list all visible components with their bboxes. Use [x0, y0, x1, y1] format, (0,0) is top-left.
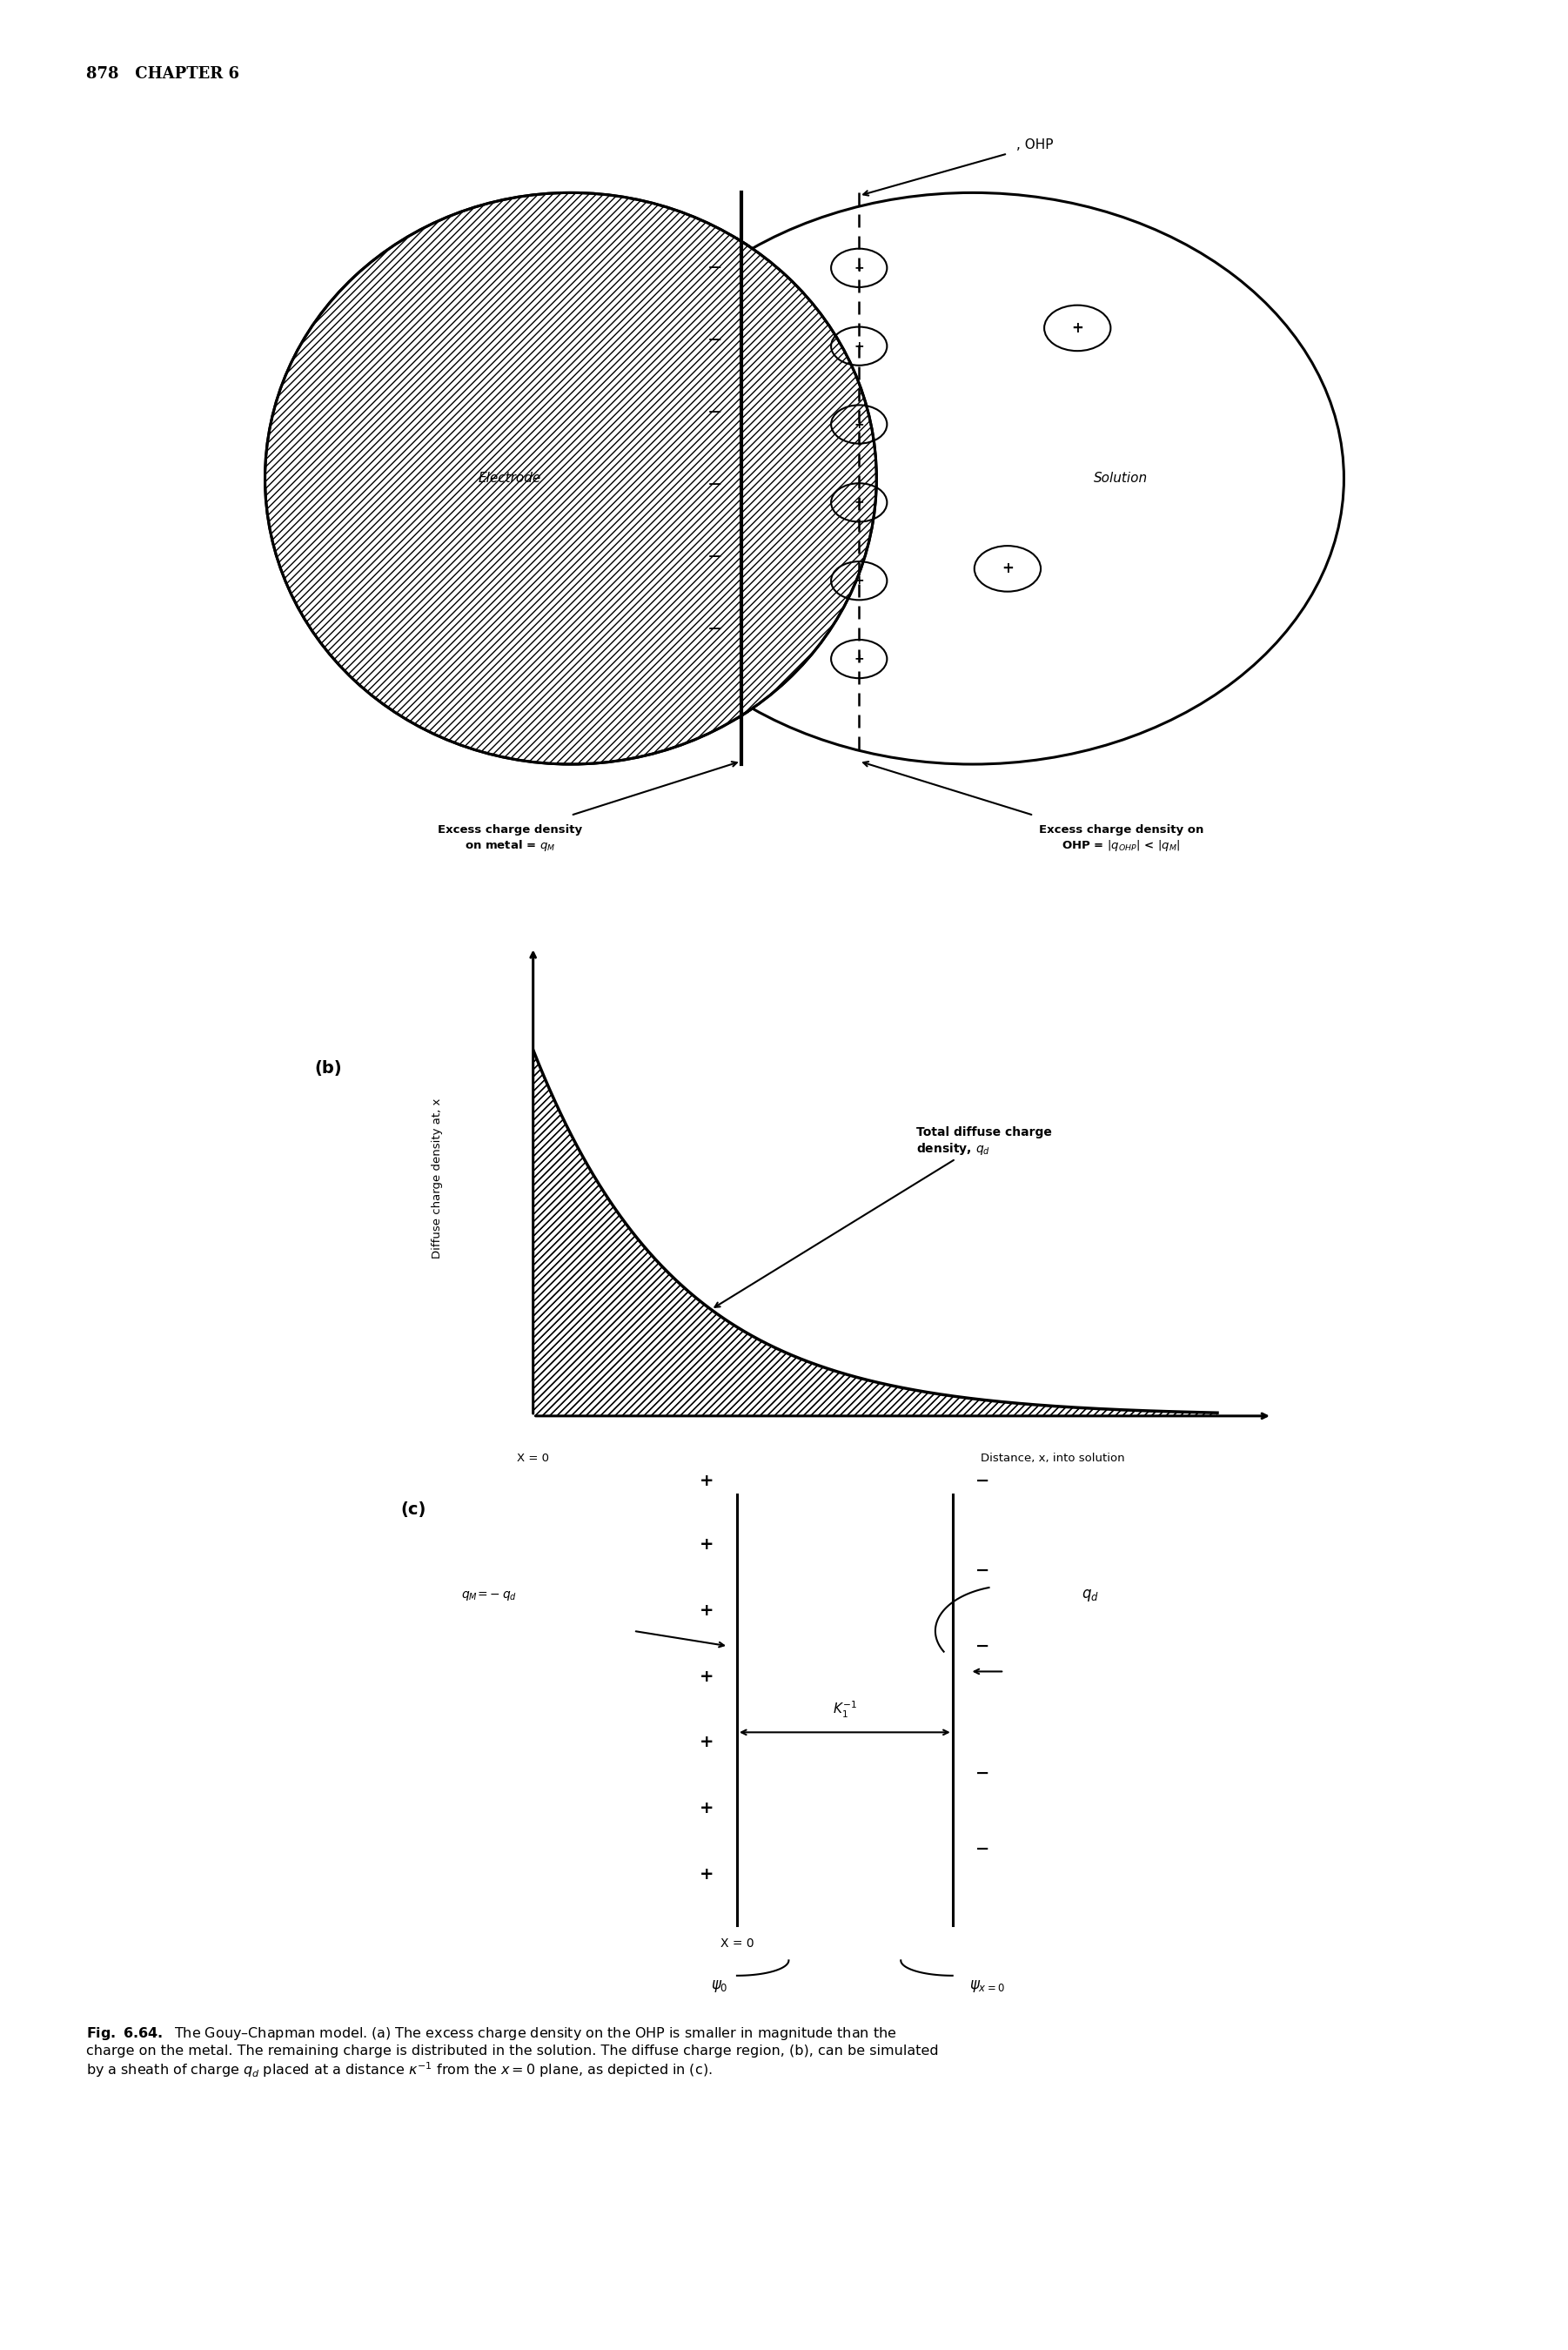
Text: 878   CHAPTER 6: 878 CHAPTER 6	[86, 66, 240, 82]
Text: $q_M\!=\!-q_d$: $q_M\!=\!-q_d$	[461, 1589, 517, 1603]
Text: −: −	[707, 548, 723, 566]
Text: Excess charge density
on metal = $q_M$: Excess charge density on metal = $q_M$	[437, 825, 582, 853]
Ellipse shape	[265, 193, 877, 764]
Text: +: +	[1002, 562, 1013, 576]
Text: (a): (a)	[221, 200, 248, 216]
Text: +: +	[855, 653, 864, 665]
Text: +: +	[855, 341, 864, 352]
Text: Total diffuse charge
density, $q_d$: Total diffuse charge density, $q_d$	[715, 1126, 1052, 1307]
Text: −: −	[975, 1473, 989, 1490]
Ellipse shape	[265, 193, 877, 764]
Text: +: +	[699, 1668, 713, 1685]
Text: Solution: Solution	[1094, 472, 1148, 484]
Text: Electrode: Electrode	[478, 472, 541, 484]
Text: +: +	[855, 261, 864, 275]
Text: (c): (c)	[401, 1502, 426, 1518]
Bar	[204, 148, 737, 780]
Ellipse shape	[602, 193, 1344, 764]
Text: +: +	[699, 1800, 713, 1817]
Text: X = 0: X = 0	[517, 1452, 549, 1464]
Text: Excess charge density on
OHP = $|q_{OHP}|$ < $|q_M|$: Excess charge density on OHP = $|q_{OHP}…	[1038, 825, 1204, 853]
Text: Distance, x, into solution: Distance, x, into solution	[982, 1452, 1126, 1464]
Text: Diffuse charge density at, x: Diffuse charge density at, x	[431, 1097, 444, 1257]
Text: −: −	[707, 475, 723, 494]
Text: +: +	[699, 1603, 713, 1619]
Text: , OHP: , OHP	[1016, 139, 1054, 150]
Text: +: +	[855, 496, 864, 508]
Text: −: −	[975, 1638, 989, 1654]
Text: +: +	[699, 1734, 713, 1751]
Text: $q_d$: $q_d$	[1082, 1589, 1099, 1603]
Text: −: −	[707, 331, 723, 348]
Text: +: +	[855, 418, 864, 430]
Text: (b): (b)	[314, 1060, 342, 1076]
Text: $K_1^{-1}$: $K_1^{-1}$	[833, 1699, 856, 1720]
Text: +: +	[699, 1537, 713, 1553]
Text: +: +	[1071, 320, 1083, 336]
Text: −: −	[707, 258, 723, 277]
Text: +: +	[855, 576, 864, 588]
Text: +: +	[699, 1866, 713, 1882]
Text: −: −	[975, 1765, 989, 1781]
Text: +: +	[699, 1473, 713, 1490]
Text: −: −	[707, 620, 723, 637]
Text: −: −	[975, 1840, 989, 1856]
Text: −: −	[707, 404, 723, 421]
Text: X = 0: X = 0	[720, 1939, 754, 1950]
Text: −: −	[975, 1563, 989, 1579]
Text: $ψ_0$: $ψ_0$	[712, 1979, 728, 1993]
Text: $ψ_{x=0}$: $ψ_{x=0}$	[969, 1979, 1005, 1993]
Text: $\bf{Fig.\ 6.64.}$  The Gouy–Chapman model. (a) The excess charge density on the: $\bf{Fig.\ 6.64.}$ The Gouy–Chapman mode…	[86, 2026, 939, 2080]
